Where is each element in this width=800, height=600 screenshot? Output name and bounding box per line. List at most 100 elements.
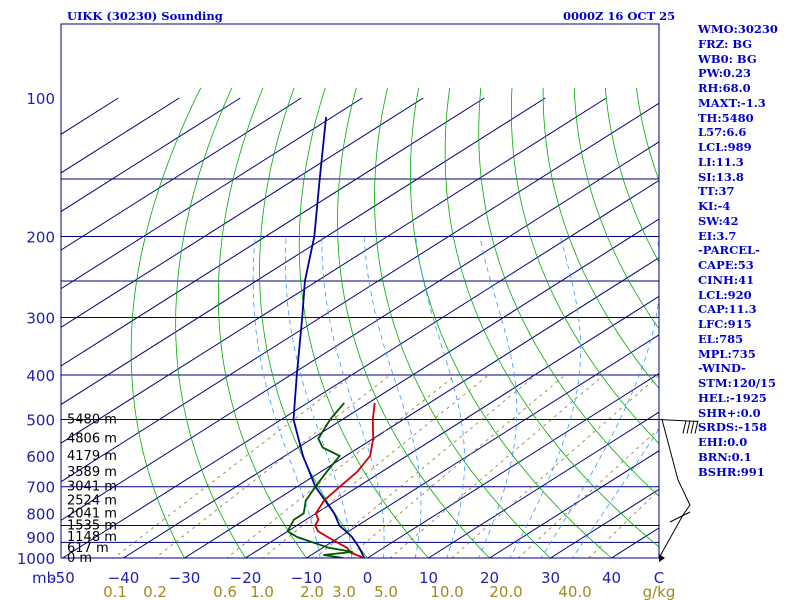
pressure-tick-label: 400	[26, 367, 55, 385]
temperature-tick-label: −20	[230, 569, 262, 587]
dry-adiabat	[175, 87, 246, 558]
mixing-ratio-label: 20.0	[489, 583, 522, 600]
mixing-ratio-label: 0.1	[103, 583, 127, 600]
temperature-tick-label: C	[654, 569, 664, 587]
index-item: SW:42	[698, 213, 739, 228]
dry-adiabat	[542, 87, 659, 389]
isotherm-line	[61, 97, 546, 406]
index-item: EHI:0.0	[698, 435, 748, 449]
isotherm-line	[306, 334, 659, 558]
index-item: LCL:920	[698, 287, 752, 302]
index-item: LI:11.3	[698, 154, 744, 169]
station-title: UIKK (30230) Sounding	[67, 9, 223, 23]
temperature-tick-label: −40	[108, 569, 140, 587]
mixing-ratio-line	[154, 374, 391, 558]
wind-barb-icon	[658, 419, 699, 423]
mixing-ratio-line	[262, 374, 489, 558]
index-item: HEL:-1925	[698, 390, 767, 405]
isotherm-line	[489, 450, 659, 558]
height-label: 3589 m	[67, 465, 117, 480]
wind-barb-icon	[669, 511, 691, 523]
index-item: TT:37	[698, 184, 735, 199]
height-label: 1535 m	[67, 519, 117, 534]
index-item: KI:-4	[698, 199, 731, 213]
index-item: BSHR:991	[698, 464, 765, 479]
temperature-tick-label: −10	[291, 569, 323, 587]
index-item: BRN:0.1	[698, 449, 752, 464]
moist-adiabat	[415, 236, 466, 558]
temperature-tick-label: 10	[419, 569, 438, 587]
wind-barb-icon	[682, 420, 687, 434]
isotherm-line	[62, 179, 659, 558]
height-label: 2524 m	[67, 494, 117, 509]
index-item: SHR+:0.0	[698, 405, 761, 420]
dry-adiabat	[478, 87, 659, 497]
isotherm-line	[61, 97, 302, 251]
isotherm-line	[61, 97, 241, 213]
mixing-ratio-label: 2.0	[300, 583, 324, 600]
index-item: CAPE:53	[698, 258, 754, 272]
pressure-tick-label: 800	[26, 505, 55, 523]
pressure-axis-label: mb	[32, 569, 56, 587]
index-item: SRDS:-158	[698, 420, 768, 435]
isotherm-line	[61, 97, 424, 328]
temperature-tick-label: −30	[169, 569, 201, 587]
moist-adiabat	[285, 236, 353, 558]
dry-adiabat	[510, 87, 659, 445]
moist-adiabat	[252, 236, 321, 558]
index-item: LFC:915	[698, 317, 752, 331]
temperature-tick-label: 0	[363, 569, 373, 587]
index-item: EI:3.7	[698, 228, 737, 243]
index-item: L57:6.6	[698, 125, 747, 140]
height-label: 4179 m	[67, 449, 117, 464]
isotherm-line	[61, 97, 363, 290]
index-item: -PARCEL-	[698, 243, 760, 258]
mixing-ratio-label: 0.6	[213, 583, 237, 600]
mixing-ratio-label: 3.0	[332, 583, 356, 600]
wind-barb-icon	[694, 420, 699, 434]
isotherm-line	[61, 141, 659, 521]
temperature-tick-label: 20	[480, 569, 499, 587]
pressure-tick-label: 100	[26, 90, 55, 108]
dry-adiabat	[573, 87, 659, 330]
temperature-tick-label: 40	[602, 569, 621, 587]
index-item: RH:68.0	[698, 81, 751, 95]
pressure-tick-label: 500	[26, 412, 55, 430]
mixing-ratio-label: 10.0	[430, 583, 463, 600]
index-item: FRZ: BG	[698, 36, 753, 51]
index-item: TH:5480	[698, 110, 754, 125]
mixing-ratio-label: 1.0	[250, 583, 274, 600]
isotherm-line	[184, 257, 659, 558]
index-item: MPL:735	[698, 346, 756, 361]
index-item: CAP:11.3	[698, 302, 757, 317]
mixing-ratio-line	[517, 428, 659, 558]
temperature-tick-label: -50	[50, 569, 75, 587]
index-item: PW:0.23	[698, 66, 752, 81]
sounding-time: 0000Z 16 OCT 25	[563, 9, 676, 23]
height-label: 1148 m	[67, 530, 117, 545]
dewpoint-line	[286, 402, 353, 558]
index-item: -WIND-	[698, 361, 746, 376]
isotherm-line	[61, 97, 607, 444]
mixing-ratio-label: g/kg	[643, 583, 676, 600]
parcel-trace-line	[292, 116, 366, 558]
mixing-ratio-label: 40.0	[558, 583, 591, 600]
mixing-ratio-line	[451, 374, 659, 558]
mixing-ratio-line	[226, 374, 457, 558]
moist-adiabat	[540, 236, 659, 558]
height-label: 3041 m	[67, 480, 117, 495]
isotherm-line	[61, 102, 659, 483]
mixing-ratio-label: 0.2	[143, 583, 167, 600]
height-label: 617 m	[67, 541, 109, 556]
dry-adiabat	[337, 87, 491, 558]
wind-barb-icon	[686, 420, 691, 434]
dry-adiabat	[444, 87, 659, 548]
index-item: MAXT:-1.3	[698, 95, 766, 110]
index-item: LCL:989	[698, 140, 752, 154]
index-item: STM:120/15	[698, 376, 777, 390]
height-label: 5480 m	[67, 413, 117, 428]
mixing-ratio-line	[588, 489, 659, 558]
isotherm-line	[245, 295, 659, 558]
pressure-tick-label: 1000	[17, 550, 55, 568]
